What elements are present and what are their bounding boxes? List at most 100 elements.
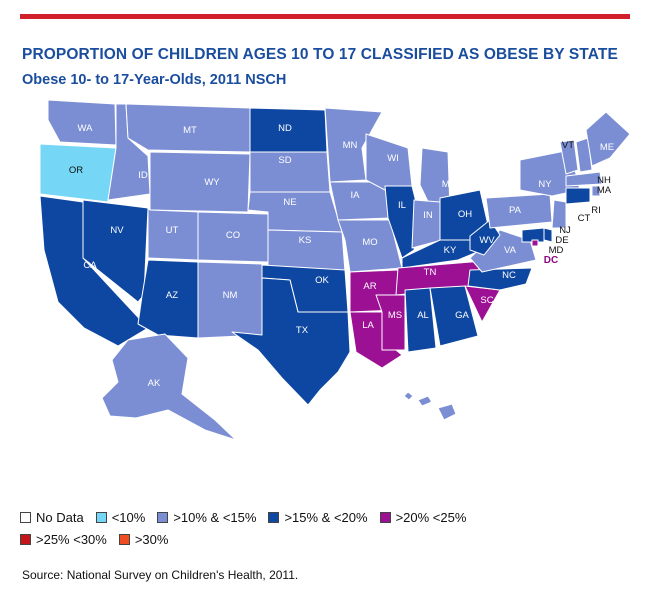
legend-item-25to30: >25% <30% bbox=[20, 532, 107, 547]
state-label-ak: AK bbox=[148, 378, 161, 389]
state-label-ky: KY bbox=[444, 245, 457, 256]
state-label-wa: WA bbox=[78, 123, 94, 134]
map-title: PROPORTION OF CHILDREN AGES 10 TO 17 CLA… bbox=[22, 46, 618, 63]
state-label-or: OR bbox=[69, 165, 83, 176]
state-label-vt: VT bbox=[562, 140, 574, 151]
state-label-co: CO bbox=[226, 230, 240, 241]
state-label-mt: MT bbox=[183, 125, 197, 136]
state-label-in: IN bbox=[423, 210, 433, 221]
state-label-id: ID bbox=[138, 170, 148, 181]
state-nc bbox=[467, 267, 533, 291]
state-al bbox=[404, 287, 437, 353]
state-label-al: AL bbox=[417, 310, 429, 321]
legend-item-lt10: <10% bbox=[95, 510, 146, 525]
us-choropleth-map: WA OR CA NV ID MT WY UT AZ CO NM ND SD NE KS OK TX MN IA MO… bbox=[39, 99, 631, 441]
state-label-ma: MA bbox=[597, 185, 612, 196]
legend-swatch-gte30 bbox=[118, 534, 130, 545]
source-note: Source: National Survey on Children's He… bbox=[22, 568, 299, 582]
legend-label-25to30: >25% <30% bbox=[36, 532, 107, 547]
state-label-az: AZ bbox=[166, 290, 178, 301]
legend-label-20to25: >20% <25% bbox=[395, 510, 467, 525]
state-vt bbox=[559, 139, 579, 175]
state-label-hi: HI bbox=[429, 400, 439, 411]
state-hi bbox=[403, 391, 457, 421]
state-label-nc: NC bbox=[502, 270, 516, 281]
state-wy bbox=[149, 151, 251, 213]
state-or bbox=[39, 143, 117, 203]
state-de bbox=[543, 227, 553, 243]
state-label-ne: NE bbox=[283, 197, 296, 208]
state-label-ri: RI bbox=[591, 205, 601, 216]
state-mn bbox=[324, 107, 383, 183]
state-label-ia: IA bbox=[351, 190, 361, 201]
legend-swatch-lt10 bbox=[95, 512, 107, 523]
state-dc bbox=[531, 239, 539, 247]
state-label-ar: AR bbox=[363, 281, 376, 292]
state-label-ut: UT bbox=[166, 225, 179, 236]
state-mo bbox=[337, 219, 403, 273]
legend-swatch-10to15 bbox=[157, 512, 169, 523]
state-label-il: IL bbox=[398, 200, 406, 211]
state-label-sd: SD bbox=[278, 155, 291, 166]
state-label-tn: TN bbox=[424, 267, 437, 278]
state-label-mi: MI bbox=[442, 179, 453, 190]
state-ak bbox=[101, 333, 237, 441]
state-il bbox=[384, 185, 419, 259]
map-legend: No Data <10% >10% & <15% >15% & <20% >20% <2… bbox=[20, 510, 640, 554]
state-label-nh: NH bbox=[597, 175, 611, 186]
legend-item-10to15: >10% & <15% bbox=[157, 510, 256, 525]
state-label-ca: CA bbox=[83, 260, 97, 271]
legend-swatch-no_data bbox=[20, 512, 31, 523]
state-label-dc: DC bbox=[544, 255, 558, 266]
state-label-me: ME bbox=[600, 142, 614, 153]
state-label-pa: PA bbox=[509, 205, 522, 216]
legend-swatch-20to25 bbox=[379, 512, 391, 523]
state-label-mo: MO bbox=[362, 237, 377, 248]
legend-item-gte30: >30% bbox=[118, 532, 169, 547]
state-mt bbox=[125, 103, 251, 153]
state-label-wi: WI bbox=[387, 153, 399, 164]
legend-label-15to20: >15% & <20% bbox=[284, 510, 368, 525]
state-label-nj: NJ bbox=[559, 225, 571, 236]
legend-swatch-25to30 bbox=[20, 534, 31, 545]
state-label-wy: WY bbox=[204, 177, 220, 188]
state-ri bbox=[591, 185, 601, 197]
state-ma bbox=[565, 171, 603, 187]
legend-item-15to20: >15% & <20% bbox=[268, 510, 368, 525]
state-label-la: LA bbox=[362, 320, 374, 331]
state-label-wv: WV bbox=[479, 235, 495, 246]
legend-label-lt10: <10% bbox=[111, 510, 146, 525]
state-label-nv: NV bbox=[110, 225, 124, 236]
legend-item-20to25: >20% <25% bbox=[379, 510, 467, 525]
state-nh bbox=[575, 137, 593, 173]
state-md bbox=[521, 227, 545, 243]
legend-label-10to15: >10% & <15% bbox=[173, 510, 257, 525]
state-label-ms: MS bbox=[388, 310, 402, 321]
state-label-ct: CT bbox=[578, 213, 591, 224]
state-tx bbox=[231, 277, 351, 406]
state-label-nm: NM bbox=[223, 290, 238, 301]
state-label-mn: MN bbox=[343, 140, 358, 151]
state-wv bbox=[469, 219, 501, 256]
state-label-ny: NY bbox=[538, 179, 552, 190]
legend-swatch-15to20 bbox=[268, 512, 280, 523]
state-label-sc: SC bbox=[480, 295, 493, 306]
state-label-oh: OH bbox=[458, 209, 472, 220]
state-ga bbox=[429, 285, 479, 347]
top-accent-rule bbox=[20, 14, 630, 19]
state-label-nd: ND bbox=[278, 123, 292, 134]
state-label-md: MD bbox=[549, 245, 564, 256]
state-label-ok: OK bbox=[315, 275, 329, 286]
legend-label-no_data: No Data bbox=[36, 510, 84, 525]
state-me bbox=[585, 111, 631, 167]
state-nv bbox=[82, 199, 149, 303]
legend-label-gte30: >30% bbox=[134, 532, 169, 547]
state-ct bbox=[565, 187, 591, 205]
state-label-va: VA bbox=[504, 245, 517, 256]
map-subtitle: Obese 10- to 17-Year-Olds, 2011 NSCH bbox=[22, 72, 287, 88]
state-label-ks: KS bbox=[299, 235, 312, 246]
state-wa bbox=[47, 99, 117, 146]
legend-item-no_data: No Data bbox=[20, 510, 84, 525]
state-label-de: DE bbox=[555, 235, 568, 246]
state-nj bbox=[551, 199, 567, 229]
